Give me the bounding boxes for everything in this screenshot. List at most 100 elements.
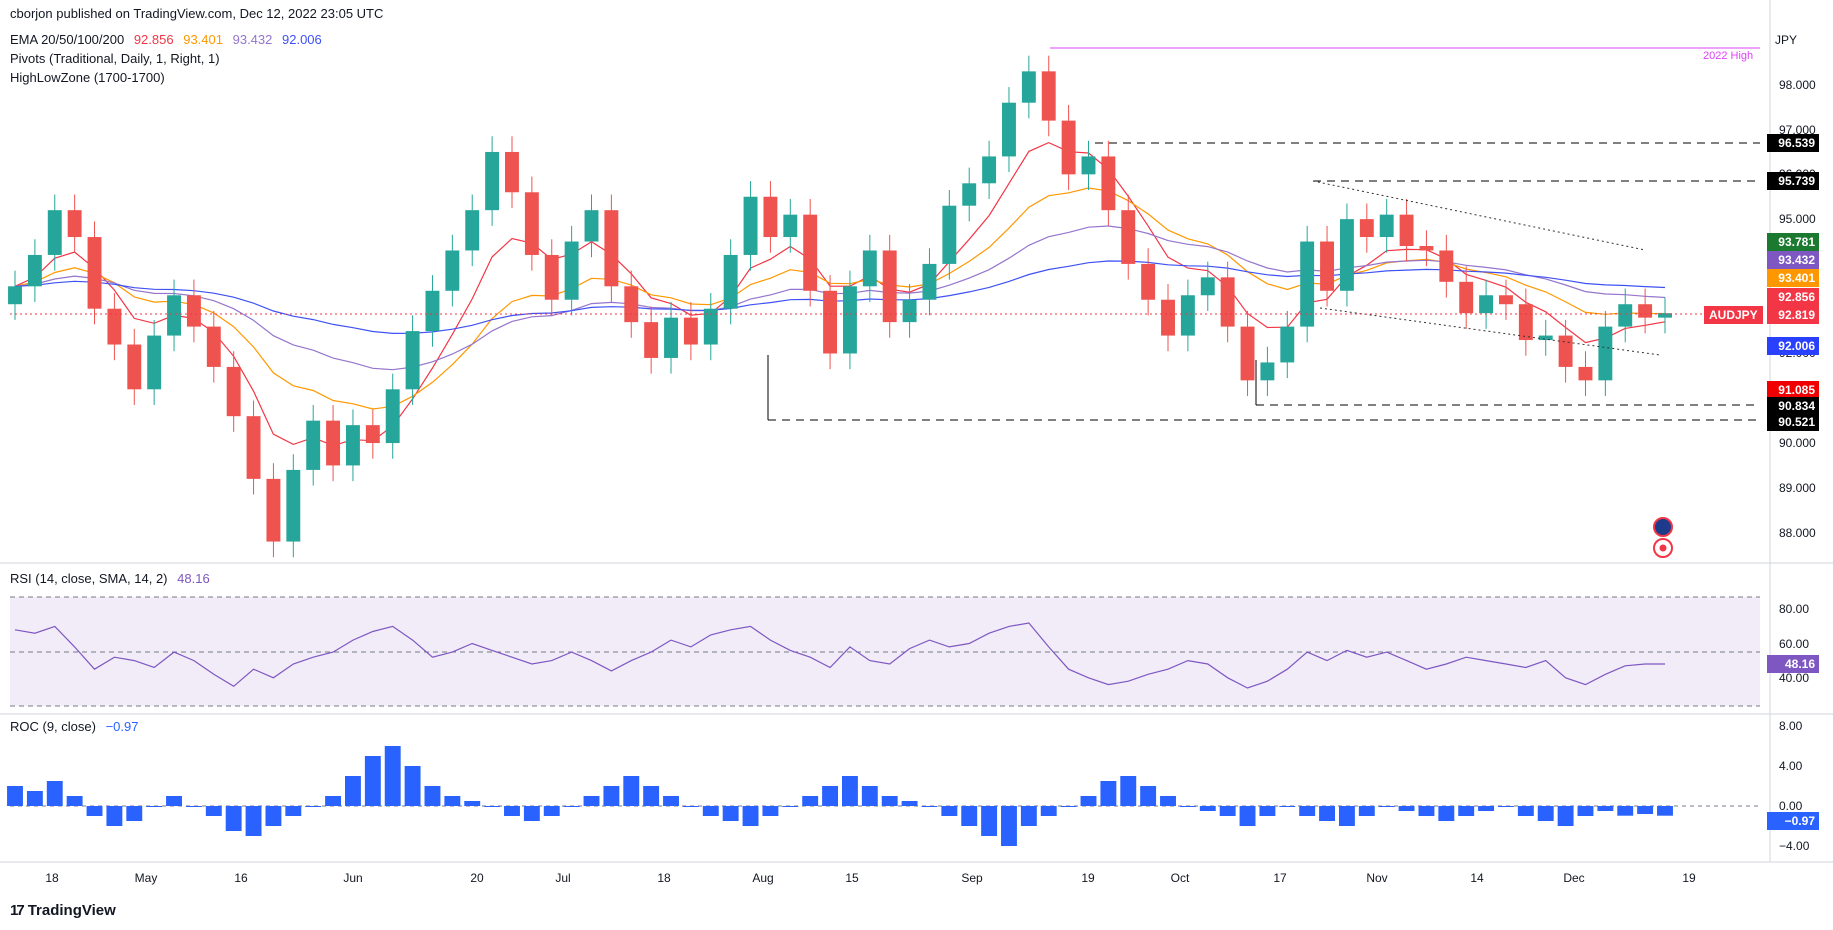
candle-body[interactable] [306,420,321,470]
candle-body[interactable] [1499,295,1513,305]
candle-body[interactable] [445,250,460,291]
ema100-value: 93.432 [232,32,273,47]
candle-body[interactable] [1479,295,1494,314]
candle-body[interactable] [226,366,241,417]
candle-body[interactable] [564,241,579,300]
candle-body[interactable] [1379,214,1394,238]
candle-body[interactable] [902,299,917,323]
candle-body[interactable] [604,210,619,287]
candle-body[interactable] [1320,241,1335,291]
au-flag-icon[interactable] [1653,517,1673,537]
candle-body[interactable] [942,205,957,264]
candle-body[interactable] [8,286,22,305]
candle-body[interactable] [1339,219,1354,291]
candle-body[interactable] [1419,246,1434,251]
time-tick: Nov [1366,871,1388,885]
candle-body[interactable] [485,151,500,211]
candle-body[interactable] [465,210,480,251]
candle-body[interactable] [67,210,82,238]
candle-body[interactable] [664,317,678,358]
candle-body[interactable] [385,389,400,444]
price-label: 90.834 [1767,397,1819,415]
candle-body[interactable] [723,254,738,309]
candle-body[interactable] [823,290,838,354]
roc-bar [1537,806,1554,821]
candle-body[interactable] [107,308,122,345]
candle-body[interactable] [1459,281,1474,314]
candle-body[interactable] [1638,304,1653,318]
candle-body[interactable] [1558,335,1573,367]
candle-body[interactable] [1300,241,1315,327]
candle-body[interactable] [1399,214,1414,246]
candle-body[interactable] [1180,295,1195,336]
candle-body[interactable] [246,416,261,479]
candle-body[interactable] [1200,277,1215,296]
candle-body[interactable] [1518,304,1533,341]
tradingview-logo[interactable]: 17 TradingView [10,902,116,919]
candle-body[interactable] [1041,71,1056,121]
candle-body[interactable] [266,478,281,542]
candle-body[interactable] [1359,219,1374,238]
candle-body[interactable] [87,237,102,309]
candle-body[interactable] [683,317,698,345]
candle-body[interactable] [1061,120,1076,175]
candle-body[interactable] [703,308,718,345]
candle-body[interactable] [505,151,519,193]
candle-body[interactable] [365,425,380,444]
candle-body[interactable] [743,196,758,255]
candle-body[interactable] [1260,362,1275,381]
candle-body[interactable] [127,344,142,390]
candle-body[interactable] [1220,277,1235,327]
roc-bar [1617,806,1634,816]
candle-body[interactable] [922,263,937,300]
candle-body[interactable] [345,425,360,466]
candle-body[interactable] [405,331,420,390]
candle-body[interactable] [47,210,62,255]
candle-body[interactable] [524,192,539,255]
candle-body[interactable] [206,326,221,367]
roc-bar [1100,781,1117,806]
candle-body[interactable] [1240,326,1255,381]
candle-body[interactable] [1121,210,1136,264]
candle-body[interactable] [1101,156,1116,211]
candle-body[interactable] [167,295,181,336]
candle-body[interactable] [882,250,897,323]
candle-body[interactable] [763,196,778,238]
candle-body[interactable] [584,210,599,242]
candle-body[interactable] [1002,102,1016,157]
candle-body[interactable] [27,254,42,287]
candle-body[interactable] [186,295,201,327]
candle-body[interactable] [1658,313,1672,318]
candle-body[interactable] [1081,156,1096,175]
candle-body[interactable] [544,254,559,300]
candle-body[interactable] [962,183,977,206]
pivots-legend: Pivots (Traditional, Daily, 1, Right, 1) [10,51,220,66]
candle-body[interactable] [425,290,440,332]
candle-body[interactable] [1439,250,1454,282]
candle-body[interactable] [644,322,659,358]
roc-bar [901,801,918,806]
candle-body[interactable] [803,214,818,291]
candle-body[interactable] [862,250,877,287]
candle-body[interactable] [783,214,798,238]
roc-bar [424,786,441,806]
candle-body[interactable] [1598,326,1613,381]
candle-body[interactable] [1141,263,1156,300]
candle-body[interactable] [982,156,997,184]
candle-body[interactable] [1538,335,1553,341]
candle-body[interactable] [1021,71,1036,103]
roc-bar [1338,806,1355,826]
candle-body[interactable] [1578,366,1593,381]
candle-body[interactable] [326,420,341,466]
candle-body[interactable] [842,286,857,354]
roc-bar [1239,806,1256,826]
candle-body[interactable] [624,286,639,323]
candle-body[interactable] [1161,299,1175,336]
candle-body[interactable] [147,335,162,390]
roc-legend: ROC (9, close) −0.97 [10,719,145,734]
candle-body[interactable] [1618,304,1633,327]
candle-body[interactable] [286,469,301,542]
candle-body[interactable] [1280,326,1295,363]
roc-bar [1020,806,1037,826]
